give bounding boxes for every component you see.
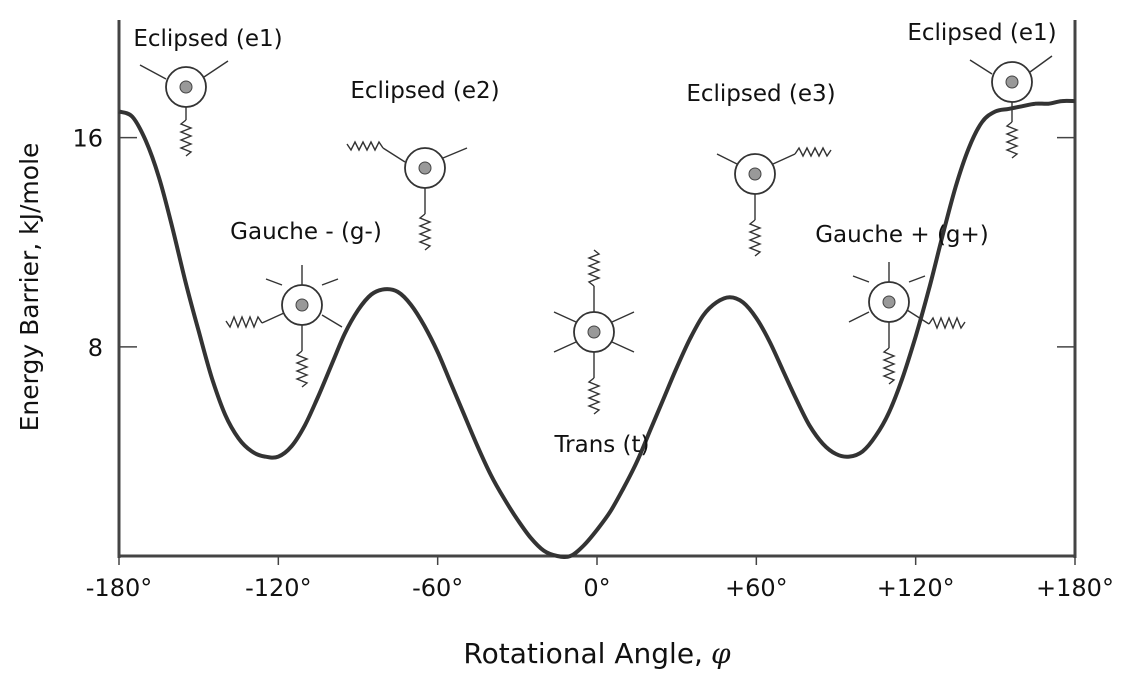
x-tick-label: 0° [583, 574, 610, 602]
newman-projection-e1-left-icon [139, 60, 229, 157]
x-tick-label: +120° [877, 574, 955, 602]
newman-projection-e3-icon [716, 146, 832, 257]
newman-projection-gauche-plus-icon [848, 262, 966, 385]
x-tick-label: -120° [245, 574, 311, 602]
newman-projection-gauche-minus-icon [225, 265, 343, 388]
x-tick-label: +60° [725, 574, 788, 602]
annotation-eclipsed-e1-right: Eclipsed (e1) [907, 20, 1056, 46]
axis-tick-labels: -180° -120° -60° 0° +60° +120° +180° 8 16 [72, 125, 1114, 602]
x-axis-label: Rotational Angle, φ [463, 637, 731, 670]
y-tick-label: 8 [88, 334, 103, 362]
x-tick-label: -60° [412, 574, 463, 602]
annotation-gauche-plus: Gauche + (g+) [815, 222, 989, 248]
annotation-eclipsed-e1-left: Eclipsed (e1) [133, 26, 282, 52]
newman-projection-trans-icon [553, 249, 635, 415]
newman-projection-e1-right-icon [969, 55, 1053, 159]
annotation-eclipsed-e2: Eclipsed (e2) [350, 78, 499, 104]
energy-curve-line [118, 98, 1076, 559]
x-axis-label-symbol: φ [711, 637, 731, 670]
x-tick-label: -180° [86, 574, 152, 602]
annotation-gauche-minus: Gauche - (g-) [230, 219, 382, 245]
y-tick-label: 16 [72, 125, 103, 153]
newman-projection-e2-icon [346, 140, 468, 251]
annotation-eclipsed-e3: Eclipsed (e3) [686, 81, 835, 107]
x-tick-label: +180° [1036, 574, 1114, 602]
y-axis-label: Energy Barrier, kJ/mole [15, 143, 44, 432]
axis-ticks [118, 136, 1076, 565]
x-axis-label-text: Rotational Angle, [463, 637, 703, 670]
annotation-trans: Trans (t) [553, 432, 649, 458]
